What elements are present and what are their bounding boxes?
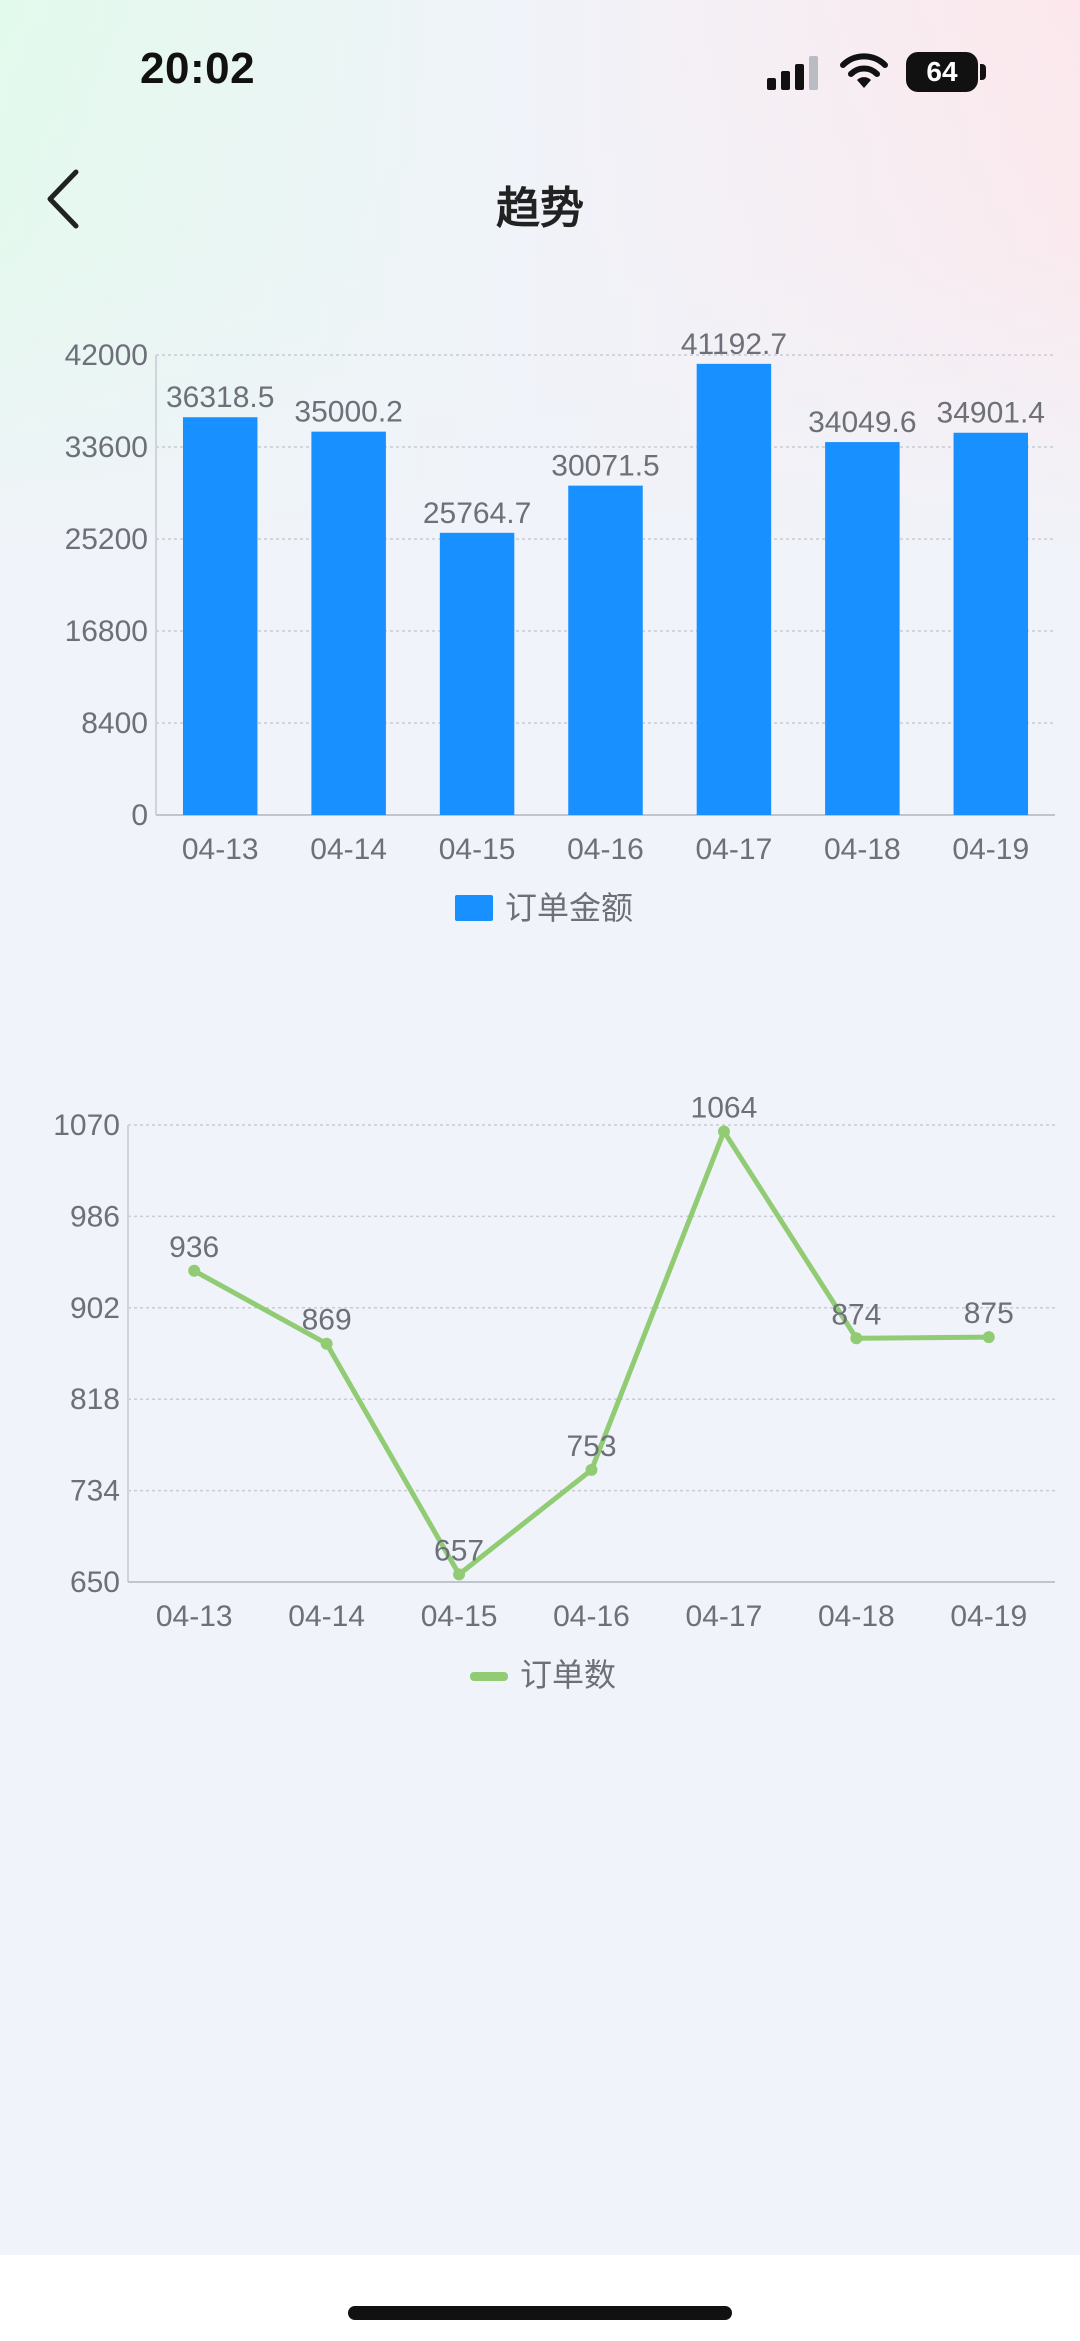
data-label: 869 (302, 1304, 352, 1337)
legend-label: 订单数 (520, 1657, 616, 1693)
y-tick-label: 650 (70, 1566, 120, 1599)
x-tick-label: 04-18 (824, 833, 901, 866)
data-point (850, 1332, 863, 1345)
header-gradient (0, 0, 1080, 560)
page-title: 趋势 (496, 184, 584, 233)
home-bar-area (0, 2255, 1080, 2341)
data-label: 657 (434, 1534, 484, 1567)
bar (568, 485, 643, 815)
y-tick-label: 33600 (65, 431, 148, 464)
y-tick-label: 8400 (81, 707, 148, 740)
data-label: 1064 (691, 1092, 758, 1125)
x-tick-label: 04-15 (439, 833, 516, 866)
data-point (982, 1331, 995, 1344)
bar (311, 431, 386, 815)
series-line (193, 1129, 989, 1577)
y-tick-label: 42000 (65, 339, 148, 372)
data-label: 41192.7 (681, 328, 787, 361)
data-label: 936 (169, 1231, 219, 1264)
data-label: 30071.5 (551, 450, 659, 483)
x-tick-label: 04-14 (310, 833, 387, 866)
data-label: 34049.6 (808, 406, 916, 439)
x-tick-label: 04-13 (182, 833, 259, 866)
order-count-line-chart: 650 734 818 902 986 1070 04-13 04-14 04-15 04-16 0… (53, 1092, 1055, 1693)
legend-swatch (455, 895, 493, 921)
y-tick-label: 986 (70, 1200, 120, 1233)
status-time: 20:02 (140, 44, 256, 93)
y-tick-label: 734 (70, 1475, 120, 1508)
chevron-left-icon[interactable] (36, 164, 96, 234)
bar (953, 432, 1029, 815)
home-indicator[interactable] (348, 2306, 732, 2320)
x-tick-label: 04-17 (696, 833, 773, 866)
x-tick-label: 04-16 (567, 833, 644, 866)
data-label: 753 (566, 1430, 616, 1463)
data-label: 34901.4 (937, 397, 1045, 430)
y-tick-label: 902 (70, 1292, 120, 1325)
x-tick-label: 04-19 (952, 833, 1029, 866)
bar (182, 417, 258, 815)
x-tick-label: 04-17 (686, 1600, 763, 1633)
data-label: 874 (831, 1298, 881, 1331)
cellular-signal-icon (767, 56, 818, 90)
legend-label: 订单金额 (505, 890, 633, 926)
y-tick-label: 16800 (65, 615, 148, 648)
bar (696, 363, 772, 815)
battery-level: 64 (906, 52, 978, 92)
nav-bar: 趋势 (0, 150, 1080, 250)
order-amount-bar-chart: 0 8400 16800 25200 33600 42000 04-13 04-14 04-15… (65, 328, 1055, 926)
data-label: 36318.5 (166, 381, 274, 414)
y-tick-label: 0 (131, 799, 148, 832)
legend-swatch (470, 1672, 508, 1681)
data-point (585, 1463, 598, 1476)
x-tick-label: 04-18 (818, 1600, 895, 1633)
data-point (320, 1337, 333, 1350)
wifi-icon (840, 53, 888, 88)
y-tick-label: 1070 (53, 1109, 120, 1142)
x-tick-label: 04-16 (553, 1600, 630, 1633)
data-point (717, 1125, 730, 1138)
data-label: 35000.2 (294, 396, 402, 429)
status-bar: 20:02 64 (0, 0, 1080, 130)
data-point (453, 1568, 466, 1581)
y-tick-label: 818 (70, 1383, 120, 1416)
x-tick-label: 04-13 (156, 1600, 233, 1633)
data-point (188, 1264, 201, 1277)
y-tick-label: 25200 (65, 523, 148, 556)
battery-icon: 64 (906, 52, 986, 92)
x-tick-label: 04-19 (950, 1600, 1027, 1633)
data-label: 875 (964, 1297, 1014, 1330)
data-label: 25764.7 (423, 497, 531, 530)
bar (825, 442, 900, 815)
x-tick-label: 04-14 (288, 1600, 365, 1633)
bar (439, 532, 515, 815)
x-tick-label: 04-15 (421, 1600, 498, 1633)
